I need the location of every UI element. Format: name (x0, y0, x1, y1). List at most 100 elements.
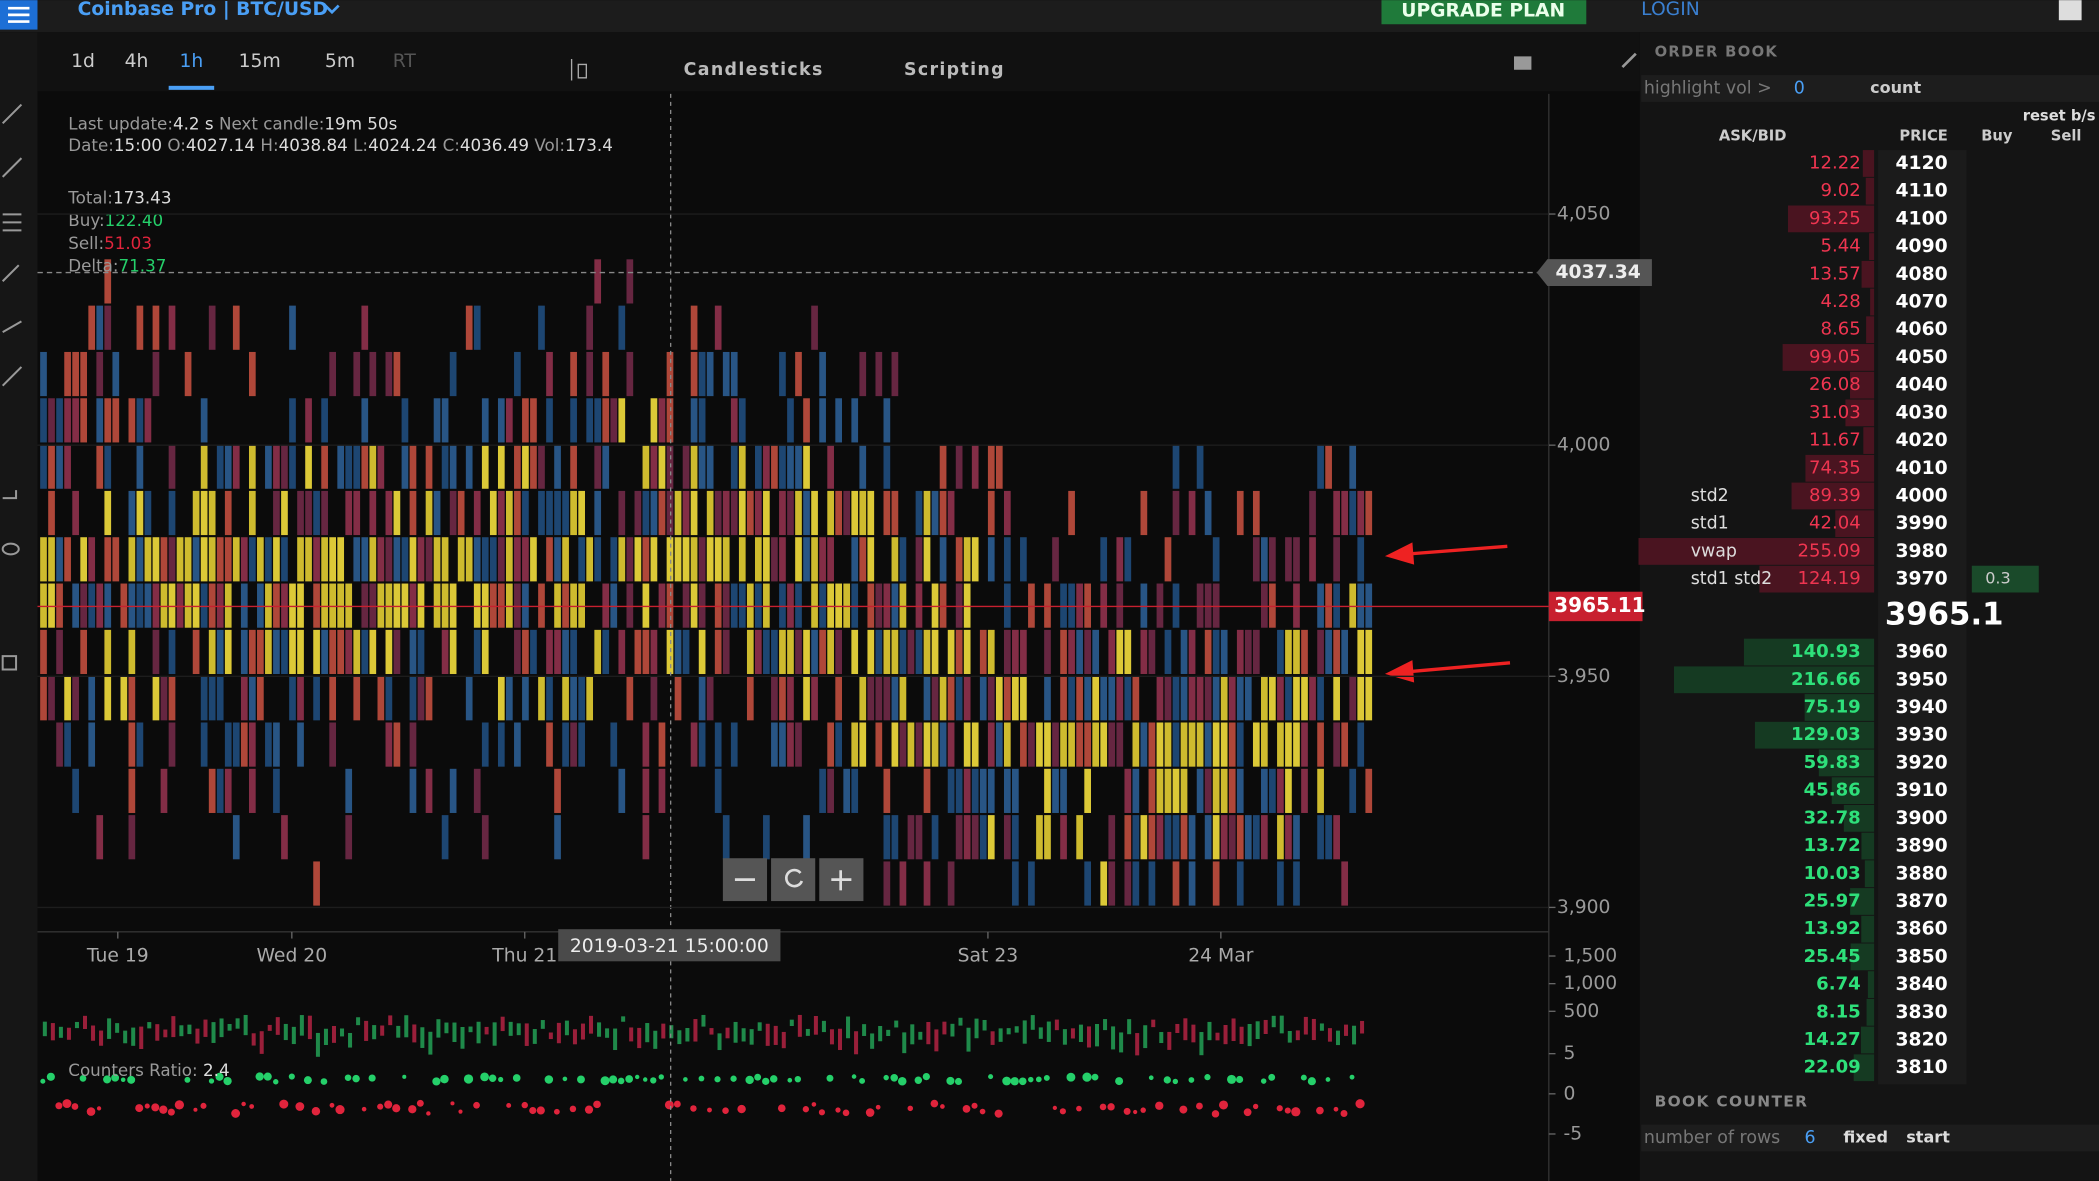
heat-cell (658, 444, 666, 489)
heat-cell (361, 398, 369, 443)
x-tick-label: Thu 21 (491, 945, 557, 966)
heat-cell (401, 537, 409, 582)
timeframe-button[interactable]: 5m (325, 51, 355, 72)
heat-cell (1164, 629, 1172, 675)
heat-cell (289, 305, 296, 350)
timeframe-button[interactable]: 1d (71, 51, 95, 72)
volume-bar (1095, 1023, 1100, 1047)
reset-button[interactable]: reset b/s (2023, 108, 2096, 125)
market-title[interactable]: Coinbase Pro | BTC/USD (78, 0, 328, 20)
info-open: 4027.14 (186, 135, 255, 155)
counter-dot (562, 1076, 568, 1082)
heat-cell (682, 490, 690, 536)
price: 4120 (1896, 153, 1948, 174)
counter-dot (208, 1078, 215, 1084)
heat-cell (265, 583, 272, 628)
heat-cell (835, 583, 843, 628)
heat-cell (899, 861, 907, 906)
heat-cell (1252, 815, 1260, 860)
heat-cell (305, 490, 312, 536)
price: 4070 (1896, 292, 1948, 313)
heat-cell (1349, 768, 1357, 813)
heat-cell (658, 768, 666, 813)
volume-bar (934, 1029, 939, 1052)
upgrade-button[interactable] (1381, 0, 1587, 25)
heat-cell (1044, 676, 1051, 721)
heat-cell (104, 583, 112, 628)
heat-cell (618, 768, 626, 813)
timeframe-button[interactable]: 4h (125, 51, 149, 72)
expand-icon[interactable] (1621, 52, 1637, 69)
counter-dot (1219, 1100, 1229, 1110)
heat-cell (1285, 676, 1292, 721)
depth-bar (1850, 943, 1875, 971)
heat-cell (1301, 722, 1308, 767)
heat-cell (795, 722, 802, 767)
login-link[interactable]: LOGIN (1641, 0, 1700, 20)
counter-dot (1059, 1108, 1066, 1115)
heat-cell (160, 583, 168, 628)
heat-cell (393, 537, 401, 582)
timeframe-button[interactable]: 1h (180, 51, 204, 72)
heat-cell (1204, 815, 1212, 860)
heat-cell (481, 815, 489, 860)
heat-cell (184, 351, 192, 397)
heat-cell (779, 351, 786, 397)
heat-cell (811, 305, 818, 350)
heat-cell (457, 490, 465, 536)
heat-cell (827, 722, 834, 767)
heat-cell (1003, 815, 1011, 860)
depth-bar (1638, 538, 1875, 565)
level-label: std1 std2 (1691, 569, 1773, 589)
depth-bar (1862, 150, 1875, 177)
heat-cell (1068, 676, 1075, 721)
heat-cell (626, 259, 634, 304)
heat-cell (931, 676, 939, 721)
heat-cell (891, 490, 899, 536)
heat-cell (168, 305, 176, 350)
heat-cell (939, 722, 947, 767)
heat-cell (497, 398, 505, 443)
count-button[interactable]: count (1870, 78, 1921, 97)
heat-cell (297, 676, 304, 721)
heat-cell (240, 537, 248, 582)
heat-cell (313, 490, 320, 536)
heat-cell (819, 629, 826, 675)
heat-cell (1036, 815, 1043, 860)
heat-cell (1188, 676, 1196, 721)
counter-dot (673, 1100, 681, 1108)
counter-dot (249, 1104, 255, 1109)
heat-cell (1365, 629, 1373, 675)
heat-cell (899, 676, 907, 721)
heat-cell (88, 722, 96, 767)
counter-dot (368, 1074, 376, 1082)
heat-cell (168, 444, 176, 489)
zoom-reset[interactable] (771, 858, 816, 902)
heat-cell (811, 629, 818, 675)
upgrade-label[interactable]: UPGRADE PLAN (1401, 0, 1565, 21)
volume-bar (195, 1028, 200, 1044)
heat-cell (682, 444, 690, 489)
camera-icon[interactable] (1514, 56, 1532, 70)
info-total: 173.43 (113, 187, 172, 207)
start-button[interactable]: start (1906, 1128, 1950, 1147)
rows-input[interactable]: 6 (1804, 1128, 1815, 1148)
heat-cell (1196, 583, 1204, 628)
fixed-button[interactable]: fixed (1843, 1128, 1888, 1147)
heat-cell (273, 444, 280, 489)
info-last-update: 4.2 s (173, 113, 214, 133)
volume-bar (147, 1022, 152, 1029)
highlight-input[interactable]: 0 (1794, 79, 1805, 99)
chart-tab[interactable]: Candlesticks (684, 60, 824, 80)
heat-cell (883, 583, 891, 628)
heat-cell (803, 676, 810, 721)
timeframe-button[interactable]: RT (393, 51, 417, 72)
crosshair-tag (558, 929, 781, 962)
chart-tab[interactable]: Scripting (904, 60, 1005, 80)
price: 4110 (1896, 181, 1948, 202)
counter-dot (658, 1074, 664, 1080)
timeframe-button[interactable]: 15m (239, 51, 281, 72)
heat-cell (313, 583, 320, 628)
heat-cell (666, 583, 674, 628)
heat-cell (40, 676, 47, 721)
